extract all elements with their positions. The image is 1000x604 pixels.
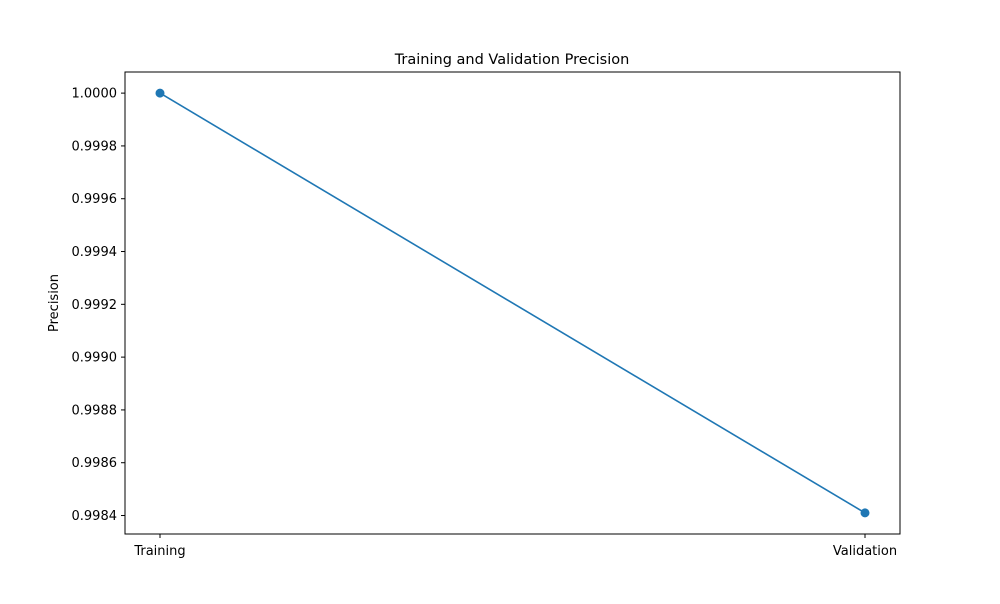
chart-title: Training and Validation Precision [394,52,630,68]
y-tick-label: 0.9998 [72,139,118,154]
x-tick-label: Training [133,544,185,559]
series-line [159,92,866,514]
data-point [155,88,165,98]
x-tick-label: Validation [833,544,897,559]
y-tick-label: 0.9984 [72,509,118,524]
y-tick-label: 0.9996 [72,192,118,207]
plot-frame [124,71,901,535]
plot-area: 0.9984 0.9986 0.9988 0.9990 0.9992 0.9994 0.99… [72,71,901,559]
data-point [860,508,870,518]
y-axis-label: Precision [47,274,62,332]
y-tick-label: 0.9990 [72,351,118,366]
y-tick-label: 0.9992 [72,298,118,313]
y-tick-label: 1.0000 [72,87,118,102]
y-tick-label: 0.9994 [72,245,118,260]
y-tick-label: 0.9988 [72,403,118,418]
y-tick-label: 0.9986 [72,456,118,471]
